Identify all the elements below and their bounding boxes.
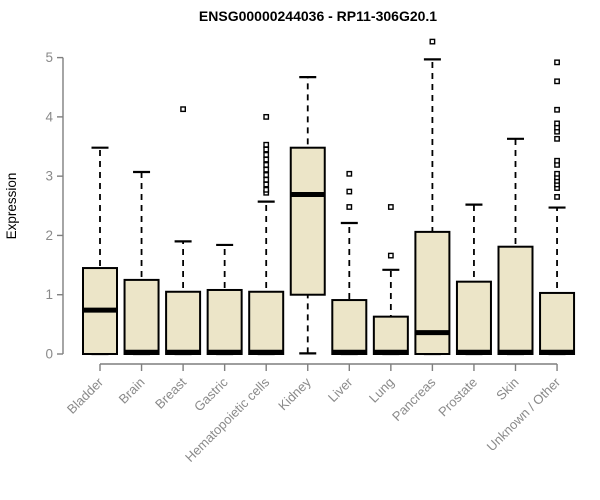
- outlier-point-breast: [180, 106, 186, 113]
- outlier-point-unknown-other: [554, 120, 560, 127]
- x-tick-label-lung: Lung: [366, 375, 397, 406]
- outlier-point-hematopoietic-cells: [263, 156, 270, 163]
- outlier-point-unknown-other: [554, 78, 560, 85]
- outlier-point-unknown-other: [554, 157, 560, 164]
- box-skin: [497, 245, 534, 355]
- outlier-point-unknown-other: [554, 59, 560, 66]
- outlier-point-pancreas: [429, 38, 436, 45]
- chart-title: ENSG00000244036 - RP11-306G20.1: [199, 8, 437, 24]
- y-tick-label-2: 2: [45, 228, 53, 243]
- outlier-point-hematopoietic-cells: [263, 176, 270, 183]
- x-tick-label-brain: Brain: [116, 375, 148, 407]
- outlier-point-unknown-other: [554, 106, 560, 113]
- x-tick-label-prostate: Prostate: [435, 375, 480, 420]
- box-kidney: [289, 146, 326, 296]
- y-tick-label-5: 5: [45, 50, 53, 65]
- box-breast: [165, 290, 202, 356]
- outlier-point-liver: [346, 170, 353, 177]
- outlier-point-unknown-other: [554, 135, 560, 142]
- box-lung: [372, 315, 409, 355]
- x-tick-label-bladder: Bladder: [64, 374, 107, 417]
- outlier-point-lung: [387, 252, 394, 259]
- x-tick-label-kidney: Kidney: [275, 374, 314, 413]
- x-tick-label-unknown-other: Unknown / Other: [484, 374, 564, 454]
- box-liver: [331, 299, 368, 356]
- outlier-point-liver: [346, 204, 353, 210]
- outlier-point-liver: [346, 188, 353, 195]
- y-tick-label-1: 1: [45, 287, 53, 302]
- outlier-point-hematopoietic-cells: [263, 113, 270, 120]
- outlier-point-hematopoietic-cells: [263, 161, 270, 168]
- box-brain: [123, 278, 160, 355]
- y-axis-label: Expression: [4, 173, 19, 240]
- outlier-point-hematopoietic-cells: [263, 141, 270, 148]
- x-tick-label-breast: Breast: [152, 374, 189, 411]
- x-tick-label-liver: Liver: [325, 374, 356, 405]
- box-hematopoietic-cells: [248, 290, 285, 356]
- outlier-point-hematopoietic-cells: [263, 146, 270, 153]
- outlier-point-hematopoietic-cells: [263, 166, 270, 173]
- box-pancreas: [414, 230, 451, 355]
- box-unknown-other: [539, 291, 576, 355]
- x-tick-label-pancreas: Pancreas: [389, 374, 439, 424]
- outlier-point-hematopoietic-cells: [263, 151, 270, 158]
- outlier-point-hematopoietic-cells: [263, 181, 270, 188]
- y-tick-label-3: 3: [45, 169, 53, 184]
- outlier-point-unknown-other: [554, 194, 560, 200]
- y-tick-label-4: 4: [45, 109, 53, 124]
- outlier-point-hematopoietic-cells: [263, 186, 270, 193]
- x-tick-label-skin: Skin: [493, 375, 521, 403]
- outlier-point-lung: [387, 204, 394, 210]
- y-tick-label-0: 0: [45, 347, 53, 362]
- outlier-point-unknown-other: [554, 170, 560, 177]
- outlier-point-hematopoietic-cells: [263, 172, 270, 178]
- box-prostate: [455, 280, 492, 356]
- box-gastric: [206, 288, 243, 355]
- x-tick-label-gastric: Gastric: [191, 374, 231, 414]
